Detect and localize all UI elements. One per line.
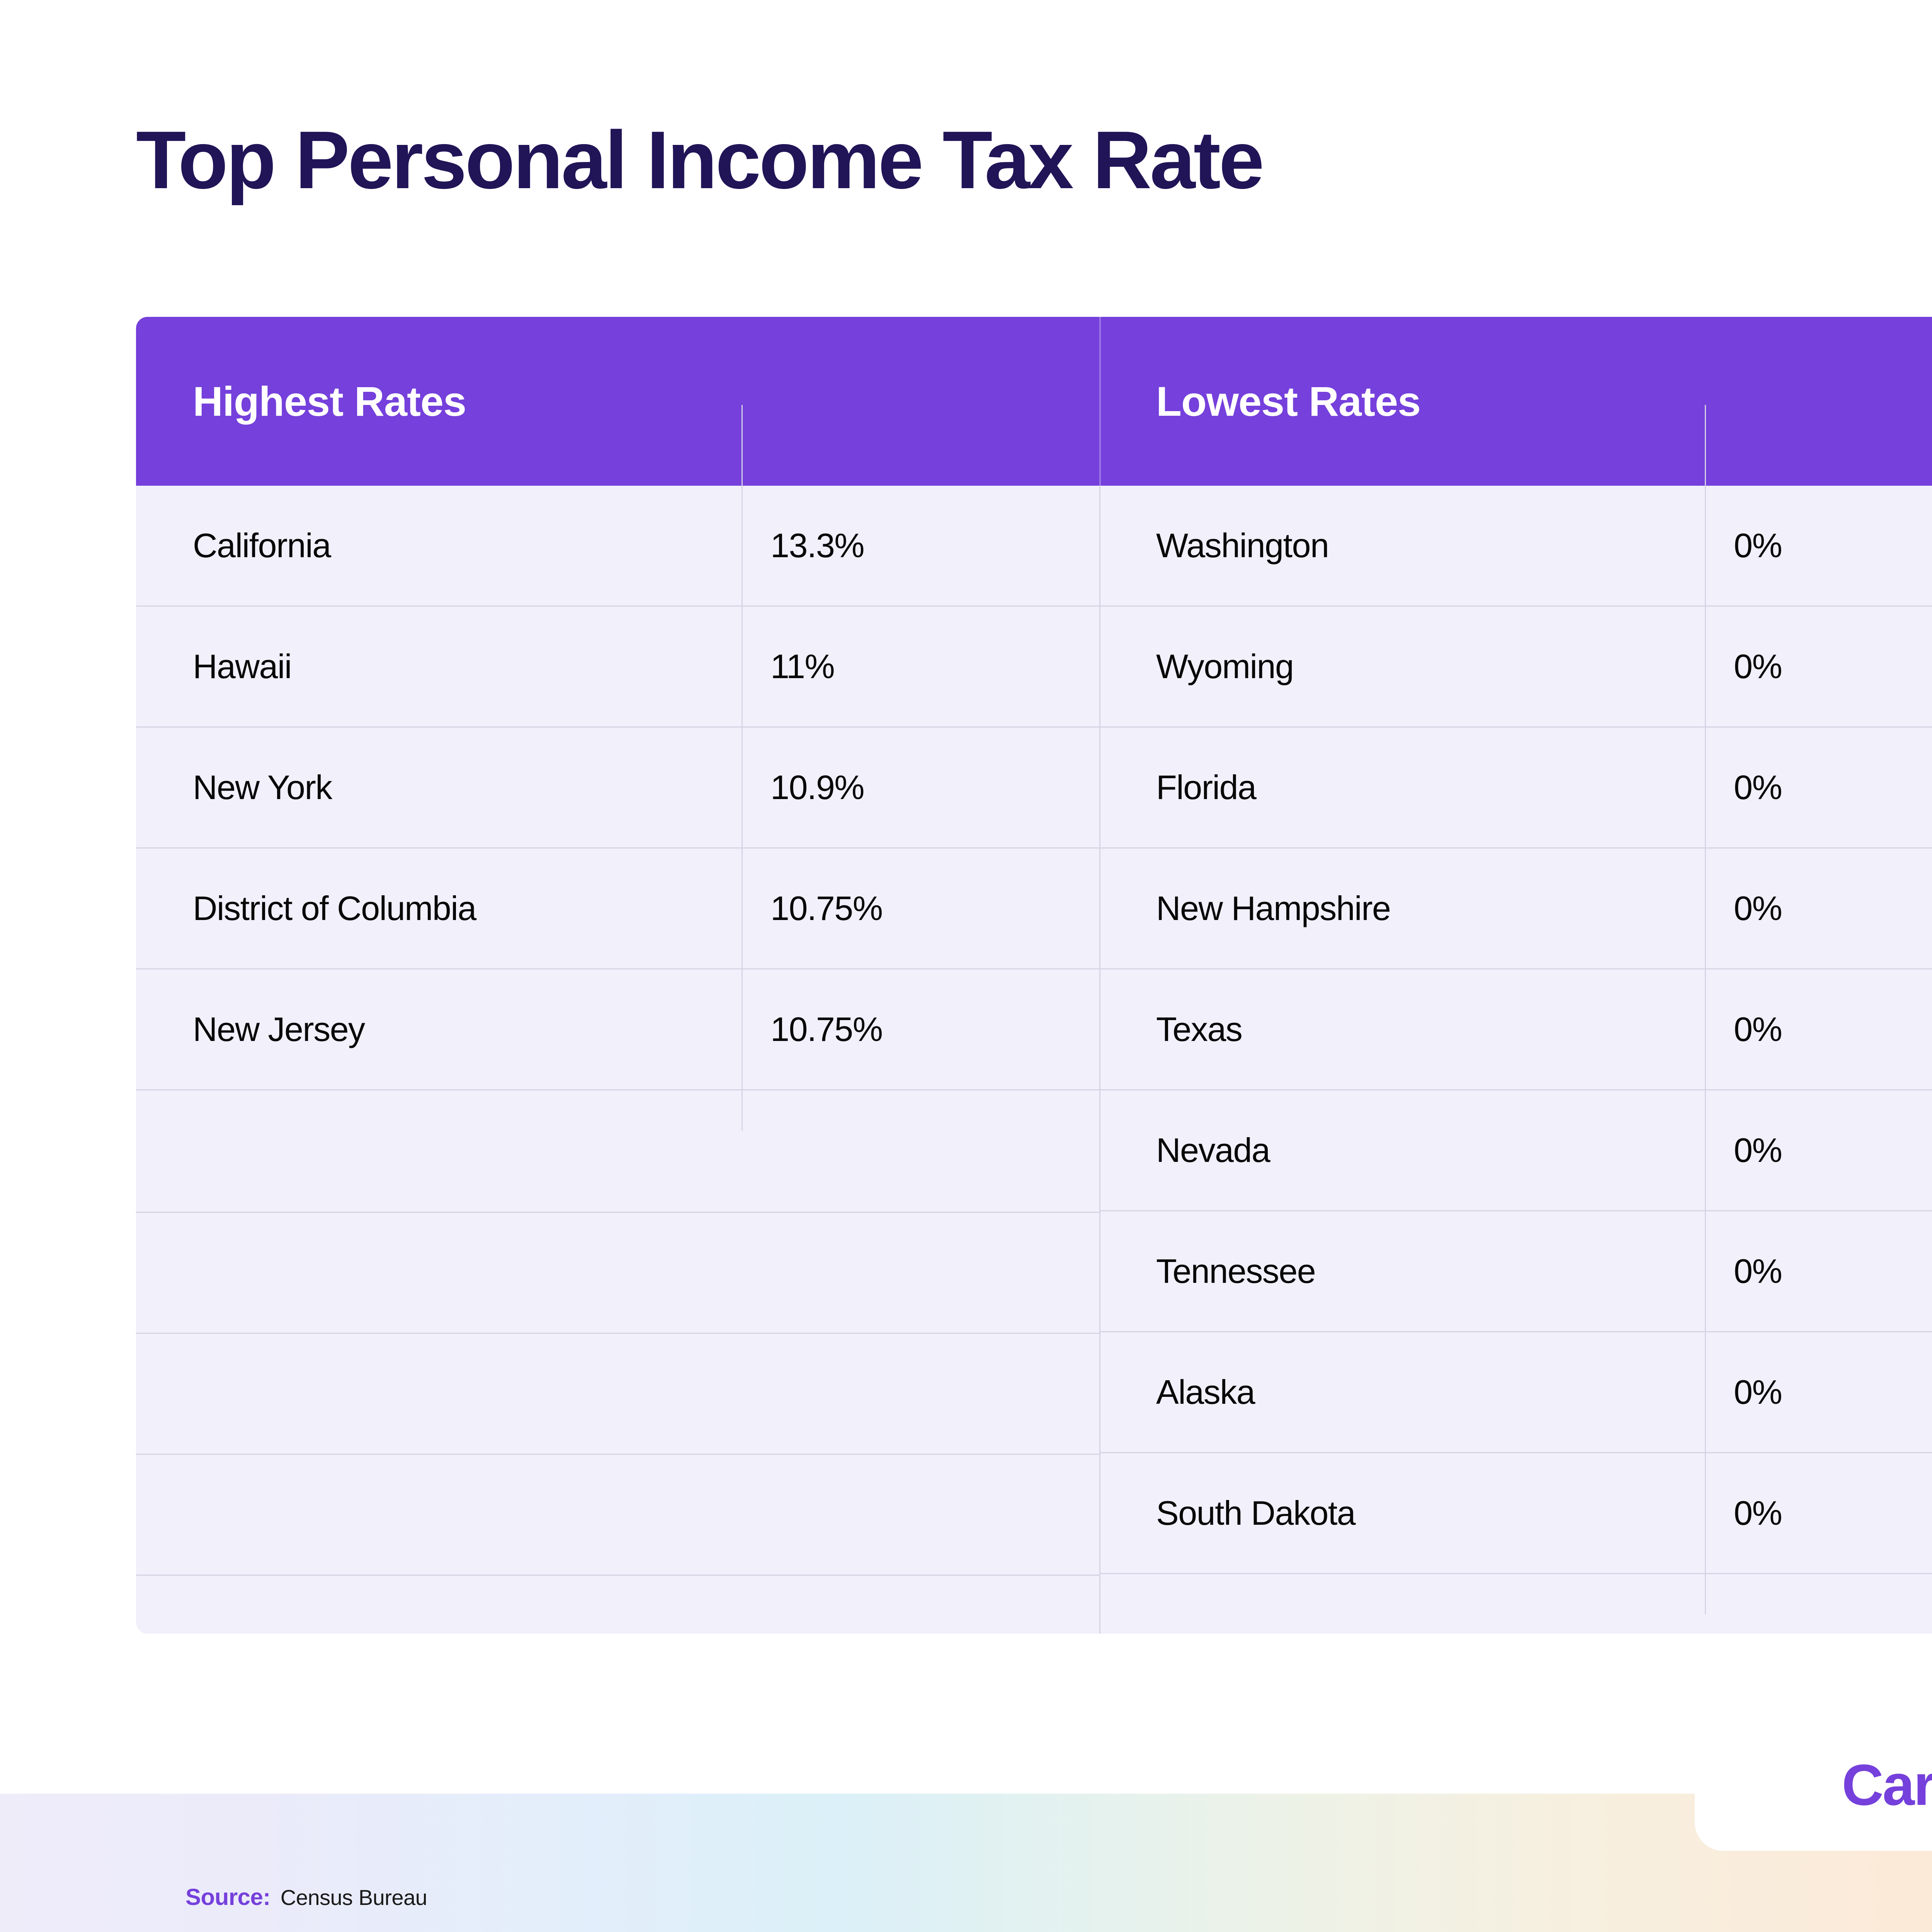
state-rate-cell: 0% <box>1734 526 1782 565</box>
grid-rule <box>136 1212 1099 1213</box>
source-line: Source: Census Bureau <box>185 1884 427 1910</box>
state-name-cell: Texas <box>1099 889 1706 1131</box>
state-rate-cell: 0% <box>1734 1131 1782 1169</box>
grid-rule <box>136 1575 1099 1576</box>
table-body: California 13.3% Hawaii 11% New York 10.… <box>136 405 1932 1634</box>
table-row: Alaska 0% <box>1099 1252 1932 1493</box>
state-name-cell: South Dakota <box>1099 1372 1706 1614</box>
table-header-band: Highest Rates Lowest Rates <box>136 317 1932 486</box>
footer-gradient-band <box>0 1794 1932 1932</box>
table-row: California 13.3% <box>136 405 1099 647</box>
state-rate-cell: 0% <box>1734 647 1782 685</box>
rates-table: Highest Rates Lowest Rates California 13… <box>136 317 1932 1634</box>
state-name-cell: Wyoming <box>1099 526 1706 768</box>
state-rate-cell: 10.75% <box>770 1010 883 1048</box>
table-row: Florida 0% <box>1099 647 1932 889</box>
state-name-cell: New Jersey <box>136 889 743 1131</box>
table-row: Texas 0% <box>1099 889 1932 1131</box>
table-row: New Hampshire 0% <box>1099 768 1932 1010</box>
header-cell-lowest: Lowest Rates <box>1099 317 1932 486</box>
state-rate-cell: 0% <box>1734 1494 1782 1532</box>
grid-rule <box>136 1454 1099 1455</box>
state-rate-cell: 0% <box>1734 768 1782 806</box>
state-name-cell: Washington <box>1099 405 1706 647</box>
carescout-logo-text: CareScout <box>1842 1752 1932 1817</box>
state-name-cell: Nevada <box>1099 1010 1706 1252</box>
state-rate-cell: 11% <box>770 647 835 685</box>
state-rate-cell: 10.9% <box>770 768 865 806</box>
highest-rates-header-label: Highest Rates <box>193 378 466 425</box>
carescout-logo: CareScout ® <box>1842 1756 1932 1814</box>
table-row: New Jersey 10.75% <box>136 889 1099 1131</box>
state-name-cell: California <box>136 405 743 647</box>
table-row: Wyoming 0% <box>1099 526 1932 768</box>
table-row: Nevada 0% <box>1099 1010 1932 1252</box>
state-name-cell: New York <box>136 647 743 889</box>
state-name-cell: Florida <box>1099 647 1706 889</box>
state-name-cell: New Hampshire <box>1099 768 1706 1010</box>
table-row: Hawaii 11% <box>136 526 1099 768</box>
state-name-cell: Hawaii <box>136 526 743 768</box>
state-rate-cell: 0% <box>1734 1373 1782 1411</box>
lowest-rates-header-label: Lowest Rates <box>1156 378 1421 425</box>
lowest-rates-column: Washington 0% Wyoming 0% Florida 0% New … <box>1099 405 1932 1634</box>
table-row: Washington 0% <box>1099 405 1932 647</box>
state-name-cell: Tennessee <box>1099 1131 1706 1372</box>
table-row: Tennessee 0% <box>1099 1131 1932 1372</box>
page-title: Top Personal Income Tax Rate <box>136 114 1264 206</box>
state-rate-cell: 0% <box>1734 1252 1782 1290</box>
source-value: Census Bureau <box>280 1885 427 1910</box>
header-cell-highest: Highest Rates <box>136 317 1099 486</box>
state-rate-cell: 0% <box>1734 1010 1782 1048</box>
state-name-cell: Alaska <box>1099 1252 1706 1493</box>
state-rate-cell: 10.75% <box>770 889 883 927</box>
logo-notch-shape <box>1695 1762 1932 1851</box>
column-divider <box>1099 486 1100 1634</box>
state-name-cell: District of Columbia <box>136 768 743 1010</box>
state-rate-cell: 0% <box>1734 889 1782 927</box>
grid-rule <box>136 1333 1099 1334</box>
table-row: South Dakota 0% <box>1099 1372 1932 1614</box>
highest-rates-column: California 13.3% Hawaii 11% New York 10.… <box>136 405 1099 1634</box>
table-row: New York 10.9% <box>136 647 1099 889</box>
state-rate-cell: 13.3% <box>770 526 865 565</box>
source-label: Source: <box>185 1884 270 1910</box>
table-row: District of Columbia 10.75% <box>136 768 1099 1010</box>
